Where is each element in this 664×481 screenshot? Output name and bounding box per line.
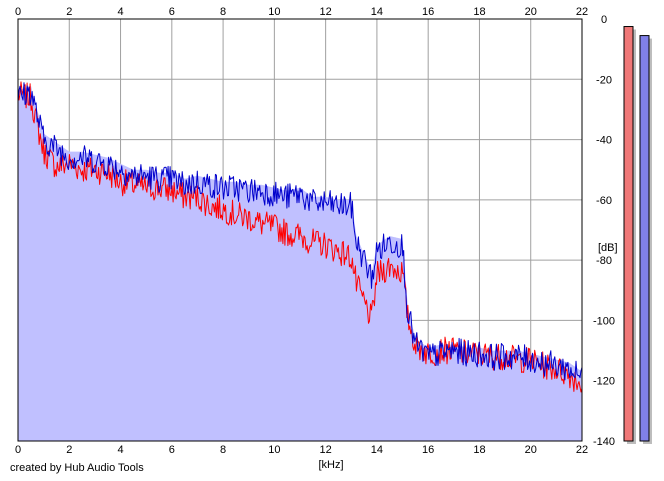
x-tick-label-bottom: 20 bbox=[525, 444, 537, 456]
x-tick-label-top: 0 bbox=[15, 6, 21, 18]
spectrum-fill-layer bbox=[18, 85, 582, 441]
series-line-red bbox=[17, 81, 583, 393]
x-tick-label-bottom: 6 bbox=[169, 444, 175, 456]
y-tick-label: -120 bbox=[593, 376, 615, 388]
x-tick-label-bottom: 14 bbox=[371, 444, 383, 456]
x-tick-label-bottom: 16 bbox=[422, 444, 434, 456]
series-line-blue bbox=[17, 82, 583, 381]
level-meter-bar bbox=[623, 26, 634, 442]
y-tick-label: -20 bbox=[596, 74, 612, 86]
y-tick-label: -40 bbox=[596, 135, 612, 147]
x-tick-label-top: 6 bbox=[169, 6, 175, 18]
x-tick-labels-bottom: 0 2 4 6 8 10 12 14 16 18 20 22 bbox=[15, 444, 588, 456]
y-tick-label: -80 bbox=[596, 255, 612, 267]
y-axis-label: [dB] bbox=[598, 242, 618, 254]
x-tick-label-bottom: 0 bbox=[15, 444, 21, 456]
spectrum-fill-area bbox=[18, 85, 582, 441]
plot-frame bbox=[17, 18, 583, 442]
x-tick-label-top: 10 bbox=[268, 6, 280, 18]
y-tick-labels: 0 -20 -40 -60 -80 -100 -120 -140 bbox=[593, 14, 615, 448]
x-tick-label-bottom: 10 bbox=[268, 444, 280, 456]
x-tick-label-bottom: 22 bbox=[576, 444, 588, 456]
x-tick-label-top: 22 bbox=[576, 6, 588, 18]
x-tick-label-top: 20 bbox=[525, 6, 537, 18]
credit-text: created by Hub Audio Tools bbox=[10, 462, 144, 474]
x-tick-label-bottom: 18 bbox=[473, 444, 485, 456]
x-tick-label-top: 14 bbox=[371, 6, 383, 18]
y-tick-label: -100 bbox=[593, 315, 615, 327]
x-tick-label-top: 18 bbox=[473, 6, 485, 18]
x-tick-label-bottom: 12 bbox=[320, 444, 332, 456]
level-meter-bar bbox=[639, 35, 650, 442]
x-tick-label-top: 8 bbox=[220, 6, 226, 18]
x-tick-label-top: 12 bbox=[320, 6, 332, 18]
level-meters bbox=[623, 26, 652, 445]
x-tick-label-top: 2 bbox=[66, 6, 72, 18]
series-layer bbox=[17, 81, 583, 393]
x-tick-label-bottom: 2 bbox=[66, 444, 72, 456]
x-axis-label: [kHz] bbox=[318, 459, 343, 471]
x-tick-label-bottom: 8 bbox=[220, 444, 226, 456]
x-tick-label-bottom: 4 bbox=[117, 444, 123, 456]
x-tick-labels-top: 0 2 4 6 8 10 12 14 16 18 20 22 bbox=[15, 6, 588, 18]
y-tick-label: -60 bbox=[596, 195, 612, 207]
plot-border bbox=[17, 18, 583, 442]
x-tick-label-top: 16 bbox=[422, 6, 434, 18]
x-tick-label-top: 4 bbox=[117, 6, 123, 18]
y-tick-label: -140 bbox=[593, 436, 615, 448]
y-tick-label: 0 bbox=[601, 14, 607, 26]
